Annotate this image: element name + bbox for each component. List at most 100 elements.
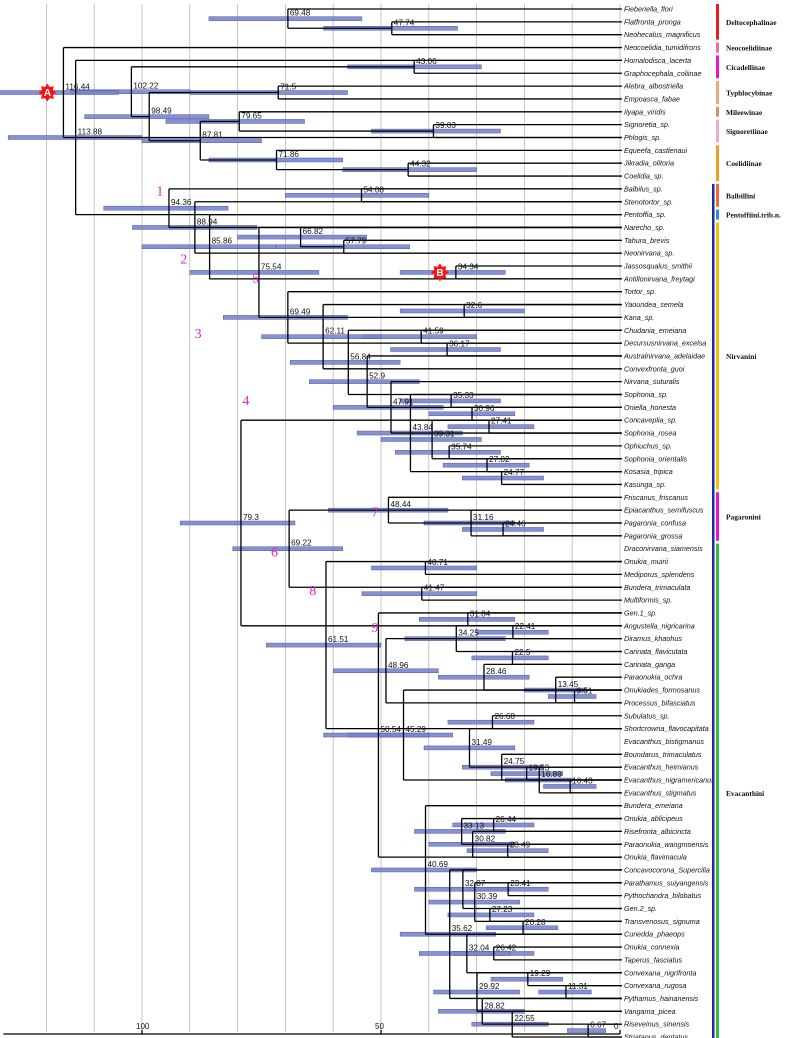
tip-label: Neonirvana_sp. [624, 249, 674, 258]
tip-label: Ilyapa_viridis [624, 107, 666, 116]
tip-label: Kana_sp. [624, 313, 654, 322]
axis-tick-label: 0 [614, 1022, 619, 1031]
tip-label: Bundera_trimaculata [624, 583, 690, 592]
node-age-label: 94.36 [171, 198, 192, 207]
tip-label: Onukia_ablicipeus [624, 814, 683, 823]
hpd-bar [567, 1028, 606, 1033]
tip-label: Kasunga_sp. [624, 480, 666, 489]
tip-label: Riseveinus_sinensis [624, 1020, 690, 1029]
hpd-bar [447, 424, 535, 429]
node-age-label: 47.91 [393, 397, 414, 406]
group-label: Nirvanini [726, 352, 756, 361]
hpd-bar [289, 360, 401, 365]
node-age-label: 85.86 [212, 237, 233, 246]
group-label: Neocoelidiinae [726, 44, 773, 53]
hpd-bar [447, 719, 535, 725]
node-age-label: 34.34 [458, 262, 479, 271]
tip-label: Shortcrowna_flavocapitata [624, 724, 709, 733]
hpd-bar [418, 951, 511, 956]
node-age-label: 34.25 [458, 629, 479, 638]
node-age-label: 40.69 [428, 860, 449, 869]
node-age-label: 31.49 [471, 738, 492, 747]
tip-label: Australnirvana_adelaidae [623, 351, 705, 360]
group-color-bar [716, 145, 719, 182]
tip-label: Pythochandra_bilobatus [624, 891, 702, 900]
node-age-label: 48.96 [388, 661, 409, 670]
node-age-label: 57.79 [346, 237, 367, 246]
node-age-label: 56.84 [350, 352, 371, 361]
tip-label: Onukia_muirii [624, 557, 668, 566]
tip-label: Chudania_emeiana [624, 326, 686, 335]
tip-label: Paraonukia_ochra [624, 673, 682, 682]
hpd-bar [141, 138, 262, 143]
node-age-label: 23.41 [510, 879, 531, 888]
node-age-label: 75.54 [261, 262, 282, 271]
tip-label: Pentoffia_sp. [624, 210, 666, 219]
tip-label: Draconirvana_siamensis [624, 544, 703, 553]
group-label: Cicadellinae [726, 63, 766, 72]
tip-label: Oniella_honesta [624, 403, 676, 412]
tip-label: Paraonukia_wangmoensis [624, 840, 709, 849]
tip-label: Neohecalus_magnificus [624, 30, 701, 39]
axis-tick-label: 100 [136, 1022, 150, 1031]
axis-tick-label: 50 [375, 1022, 384, 1031]
tip-label: Convexana_nigrifronta [624, 968, 696, 977]
hpd-bar [266, 642, 382, 648]
tip-label: Convexana_rugosa [624, 981, 686, 990]
tip-label: Striatanus_dentatus [624, 1033, 688, 1038]
group-label: Signoretiinae [726, 127, 768, 136]
tip-label: Alebra_albostriella [623, 82, 683, 91]
group-color-bar [716, 543, 719, 1038]
hpd-bar [285, 193, 430, 198]
grid-lines [46, 4, 621, 1032]
calibration-number: 5 [252, 272, 259, 287]
hpd-bar [399, 270, 506, 275]
node-age-label: 30.96 [474, 404, 495, 413]
node-age-label: 61.51 [328, 635, 349, 644]
group-color-bar [716, 222, 719, 490]
hpd-bar [232, 546, 344, 551]
hpd-bar [237, 234, 367, 240]
hpd-bar [395, 450, 501, 455]
tip-label: Coelidia_sp. [624, 172, 664, 181]
node-age-label: 33.13 [464, 821, 485, 830]
node-age-label: 71.5 [280, 83, 296, 92]
hpd-bar [208, 16, 363, 21]
tip-label: Gen.1_sp. [624, 608, 657, 617]
node-age-label: 79.65 [241, 111, 262, 120]
tip-label: Pagaronia_grossa [624, 531, 682, 540]
hpd-bar [442, 462, 530, 468]
node-age-label: 26.42 [496, 943, 517, 952]
node-age-label: 22.5 [514, 648, 530, 657]
tip-label: Onukia_connexia [624, 943, 680, 952]
node-age-label: 24.75 [504, 757, 525, 766]
group-color-bar [716, 119, 719, 143]
group-color-bar [716, 81, 719, 104]
star-label: B [436, 268, 443, 279]
star-label: A [44, 88, 51, 99]
node-age-label: 79.3 [243, 513, 259, 522]
node-age-label: 69.49 [290, 307, 311, 316]
tip-label: Ophiuchus_sp. [624, 441, 672, 450]
node-age-label: 24.77 [504, 468, 525, 477]
tip-label: Homalodisca_lacerta [624, 56, 691, 65]
star-marker [430, 263, 449, 282]
tip-label: Tahura_brevis [624, 236, 670, 245]
hpd-bar [548, 694, 597, 699]
tip-label: Yaoundea_semela [624, 300, 683, 309]
node-age-label: 22.41 [515, 622, 536, 631]
tip-label: Sophonia_orientalis [624, 454, 688, 463]
tip-label: Sophonia_sp. [624, 390, 668, 399]
branches [62, 8, 622, 1038]
node-age-label: 66.82 [303, 227, 324, 236]
node-age-label: 19.53 [529, 764, 550, 773]
group-label: Pagaronini [726, 513, 761, 522]
tip-label: Bundera_emeiana [624, 801, 683, 810]
node-age-label: 44.32 [410, 160, 431, 169]
node-age-label: 48.44 [390, 500, 411, 509]
hpd-bar [189, 270, 320, 275]
tip-label: Taperus_fasciatus [624, 955, 682, 964]
node-age-labels: 47.74 69.48 43.06 71.5 39.03 79.65 44.32 71.86 8… [38, 9, 606, 1030]
node-age-label: 52.9 [369, 372, 385, 381]
